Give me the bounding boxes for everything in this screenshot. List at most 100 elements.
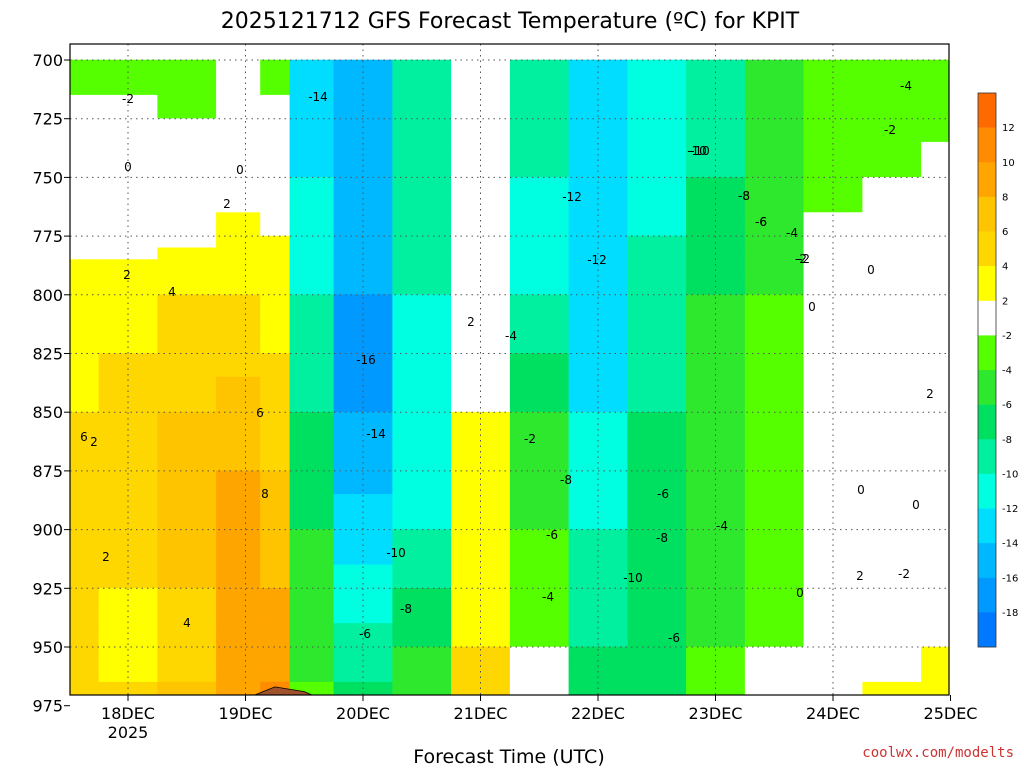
temperature-cell: [509, 165, 570, 178]
temperature-cell: [289, 646, 335, 659]
temperature-cell: [157, 153, 217, 166]
temperature-cell: [744, 588, 805, 601]
temperature-cell: [333, 552, 393, 566]
contour-label: 2: [926, 387, 934, 401]
temperature-cell: [289, 494, 335, 507]
colorbar-swatch: [978, 231, 996, 267]
temperature-cell: [216, 635, 261, 648]
temperature-cell: [333, 224, 393, 237]
temperature-cell: [260, 200, 291, 213]
contour-label: -16: [356, 353, 376, 367]
contour-label: -2: [795, 252, 807, 266]
temperature-cell: [744, 306, 805, 319]
temperature-cell: [70, 141, 100, 155]
temperature-cell: [862, 470, 922, 483]
temperature-cell: [686, 306, 746, 319]
temperature-cell: [451, 552, 511, 566]
temperature-cell: [627, 353, 687, 366]
temperature-cell: [392, 188, 452, 202]
plot-frame: [69, 43, 950, 696]
temperature-cell: [862, 482, 922, 495]
temperature-cell: [627, 470, 687, 483]
temperature-cell: [568, 646, 628, 659]
temperature-cell: [803, 470, 863, 483]
temperature-cell: [260, 141, 291, 155]
temperature-cell: [509, 681, 570, 695]
temperature-cell: [803, 177, 863, 190]
temperature-cell: [260, 505, 291, 519]
temperature-cell: [157, 670, 217, 683]
temperature-cell: [157, 376, 217, 389]
contour-label: 2: [856, 569, 864, 583]
temperature-cell: [157, 306, 217, 319]
temperature-cell: [686, 106, 746, 119]
temperature-cell: [921, 83, 949, 96]
temperature-cell: [744, 623, 805, 636]
temperature-cell: [157, 693, 217, 695]
temperature-cell: [451, 235, 511, 249]
temperature-cell: [216, 458, 261, 472]
temperature-cell: [921, 118, 949, 131]
temperature-cell: [157, 329, 217, 342]
temperature-cell: [157, 388, 217, 401]
contour-label: -6: [668, 631, 680, 645]
temperature-cell: [289, 541, 335, 554]
temperature-cell: [260, 588, 291, 601]
temperature-cell: [921, 177, 949, 190]
temperature-cell: [921, 588, 949, 601]
temperature-cell: [333, 564, 393, 577]
temperature-cell: [921, 458, 949, 472]
colorbar-swatch: [978, 370, 996, 405]
temperature-cell: [451, 59, 511, 72]
contour-label: 0: [857, 483, 865, 497]
temperature-cell: [333, 106, 393, 119]
temperature-cell: [744, 517, 805, 530]
temperature-cell: [451, 400, 511, 413]
temperature-cell: [70, 130, 100, 143]
colorbar-label: 2: [1002, 296, 1008, 307]
temperature-cell: [260, 235, 291, 249]
temperature-cell: [803, 212, 863, 225]
temperature-cell: [686, 635, 746, 648]
temperature-cell: [862, 59, 922, 72]
temperature-cell: [627, 224, 687, 237]
temperature-cell: [862, 188, 922, 202]
temperature-cell: [451, 306, 511, 319]
temperature-cell: [70, 271, 100, 284]
x-tick-label: 18DEC: [101, 704, 155, 723]
temperature-cell: [260, 541, 291, 554]
temperature-cell: [921, 306, 949, 319]
temperature-cell: [568, 271, 628, 284]
temperature-cell: [509, 200, 570, 213]
temperature-cell: [392, 94, 452, 108]
temperature-cell: [392, 294, 452, 307]
temperature-cell: [627, 411, 687, 425]
temperature-cell: [686, 353, 746, 366]
contour-label: -8: [400, 602, 412, 616]
temperature-cell: [216, 271, 261, 284]
temperature-cell: [744, 435, 805, 448]
temperature-cell: [686, 235, 746, 249]
temperature-cell: [509, 693, 570, 695]
temperature-cell: [627, 388, 687, 401]
contour-label: -12: [562, 190, 582, 204]
temperature-cell: [568, 670, 628, 683]
temperature-cell: [157, 59, 217, 72]
temperature-cell: [862, 681, 922, 695]
temperature-cell: [98, 188, 158, 202]
temperature-cell: [921, 224, 949, 237]
temperature-cell: [627, 588, 687, 601]
temperature-cell: [921, 376, 949, 389]
temperature-cell: [627, 681, 687, 695]
temperature-cell: [70, 318, 100, 331]
temperature-cell: [216, 282, 261, 296]
temperature-cell: [744, 71, 805, 84]
temperature-cell: [260, 177, 291, 190]
temperature-cell: [260, 118, 291, 131]
temperature-cell: [216, 59, 261, 72]
temperature-cell: [333, 494, 393, 507]
temperature-cell: [627, 611, 687, 624]
temperature-cell: [289, 576, 335, 589]
grid-lines: [70, 44, 949, 695]
temperature-cell: [289, 611, 335, 624]
